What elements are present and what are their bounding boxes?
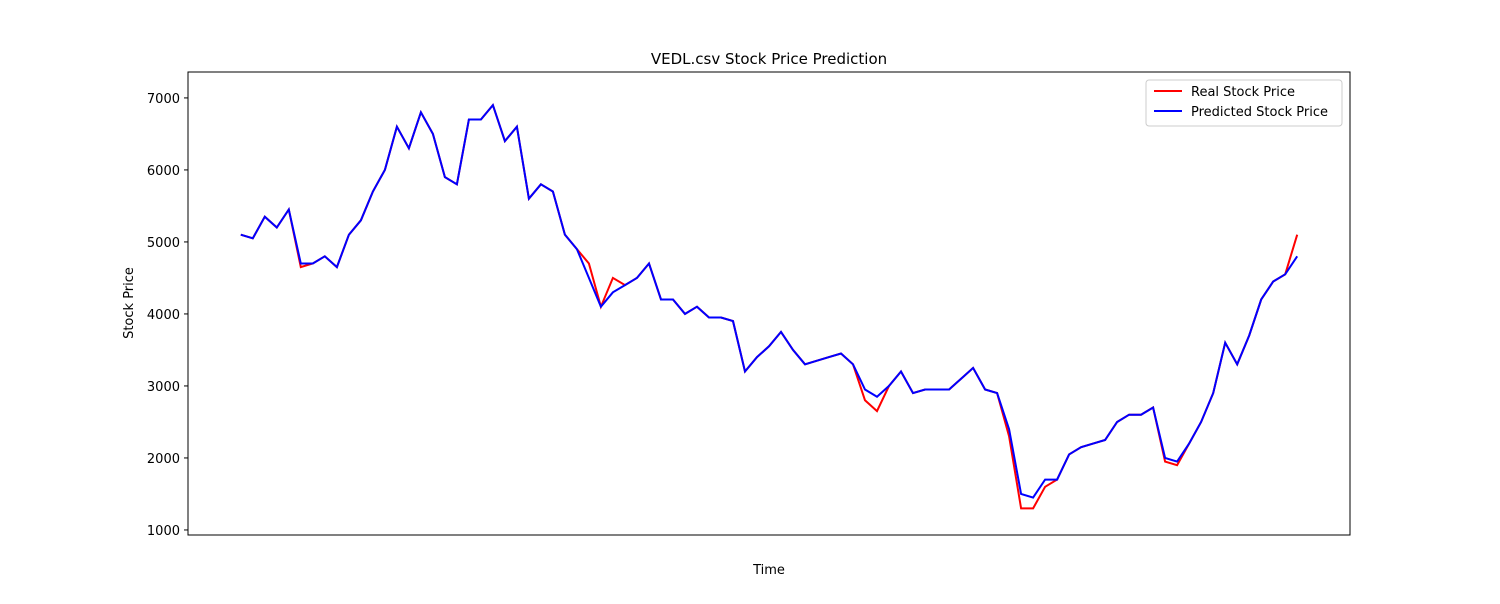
- y-tick-label: 1000: [147, 524, 180, 539]
- x-axis-label: Time: [752, 563, 785, 578]
- line-series: [240, 103, 1299, 510]
- y-tick-label: 3000: [147, 380, 180, 395]
- legend-label: Predicted Stock Price: [1191, 105, 1328, 120]
- y-tick-label: 2000: [147, 452, 180, 467]
- legend-box: [1145, 79, 1343, 127]
- y-tick-label: 6000: [147, 164, 180, 179]
- legend-label: Real Stock Price: [1191, 85, 1295, 100]
- chart-title: VEDL.csv Stock Price Prediction: [651, 50, 887, 68]
- y-tick-label: 4000: [147, 308, 180, 323]
- line-series: [240, 103, 1299, 499]
- y-axis-label: Stock Price: [122, 267, 137, 339]
- y-tick-label: 5000: [147, 236, 180, 251]
- plot-frame: [187, 71, 1351, 536]
- y-tick-label: 7000: [147, 92, 180, 107]
